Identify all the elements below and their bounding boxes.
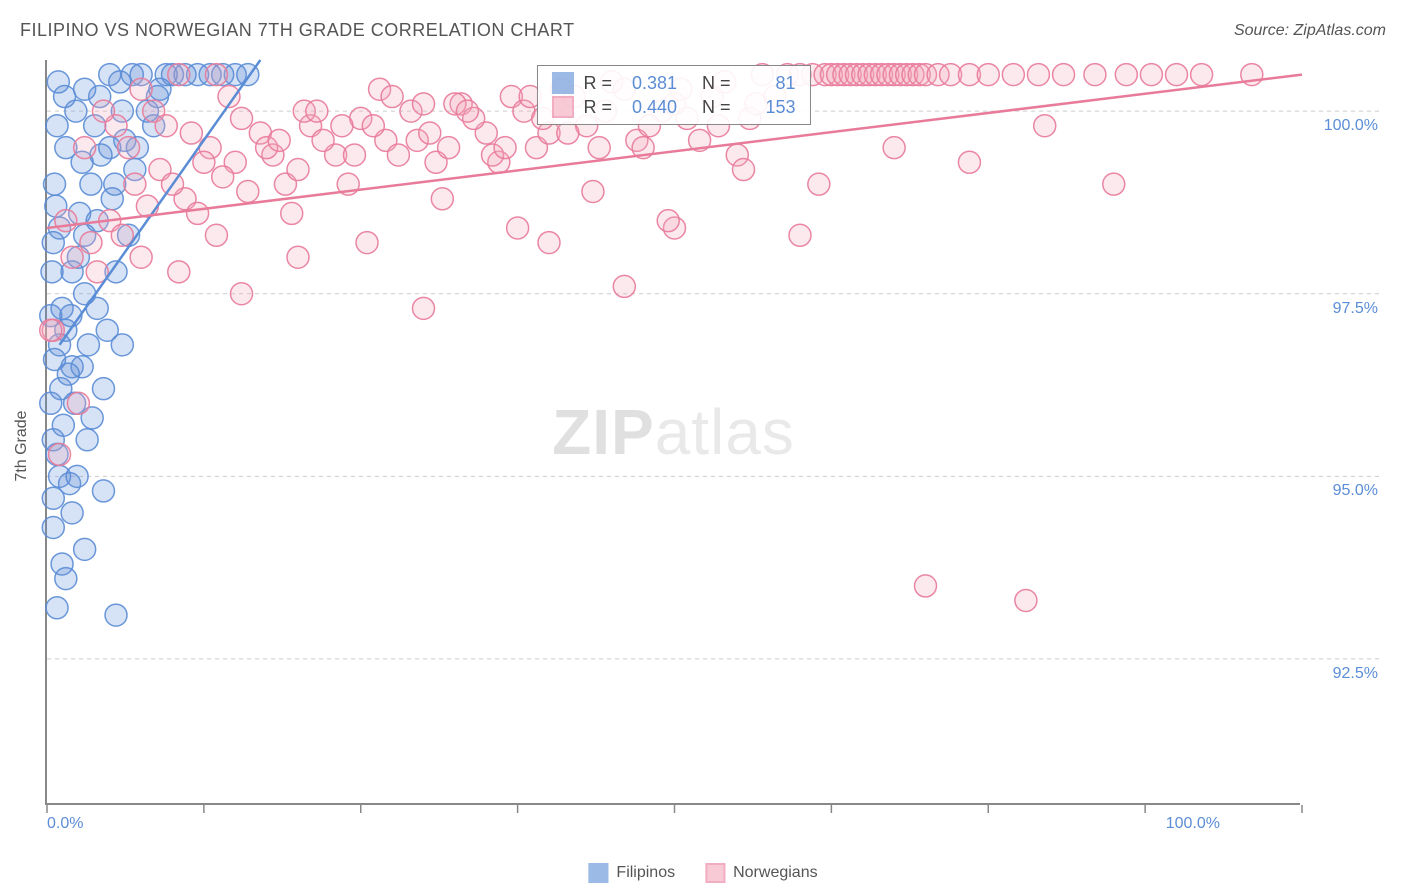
scatter-points [40,64,1263,626]
stats-r-label: R = [583,97,612,118]
legend-label-norwegians: Norwegians [733,864,817,882]
x-label-end: 100.0% [1166,815,1220,833]
stats-r-norwegians: 0.440 [622,97,677,118]
chart-title: FILIPINO VS NORWEGIAN 7TH GRADE CORRELAT… [20,20,575,41]
stats-r-filipinos: 0.381 [622,73,677,94]
legend-item-norwegians: Norwegians [705,863,817,883]
legend-label-filipinos: Filipinos [616,864,675,882]
legend-swatch-norwegians [705,863,725,883]
chart-area: ZIPatlas R = 0.381 N = 81 R = 0.440 [45,60,1380,830]
stats-row-norwegians: R = 0.440 N = 153 [551,96,795,118]
stats-swatch-filipinos [551,72,573,94]
y-tick-label: 92.5% [1333,665,1378,683]
stats-box: R = 0.381 N = 81 R = 0.440 N = 153 [536,65,810,125]
legend-item-filipinos: Filipinos [588,863,675,883]
plot-box: ZIPatlas R = 0.381 N = 81 R = 0.440 [45,60,1300,805]
stats-row-filipinos: R = 0.381 N = 81 [551,72,795,94]
legend-swatch-filipinos [588,863,608,883]
stats-n-label: N = [702,97,731,118]
stats-swatch-norwegians [551,96,573,118]
x-label-start: 0.0% [47,815,83,833]
chart-source: Source: ZipAtlas.com [1234,22,1386,40]
y-tick-label: 95.0% [1333,482,1378,500]
stats-n-label: N = [702,73,731,94]
stats-n-filipinos: 81 [741,73,796,94]
x-ticks [47,805,1302,813]
y-tick-label: 97.5% [1333,300,1378,318]
stats-n-norwegians: 153 [741,97,796,118]
y-axis-title: 7th Grade [13,410,31,481]
y-tick-label: 100.0% [1324,117,1378,135]
stats-r-label: R = [583,73,612,94]
legend-bottom: Filipinos Norwegians [588,863,817,883]
chart-header: FILIPINO VS NORWEGIAN 7TH GRADE CORRELAT… [20,20,1386,41]
plot-svg [47,60,1302,805]
